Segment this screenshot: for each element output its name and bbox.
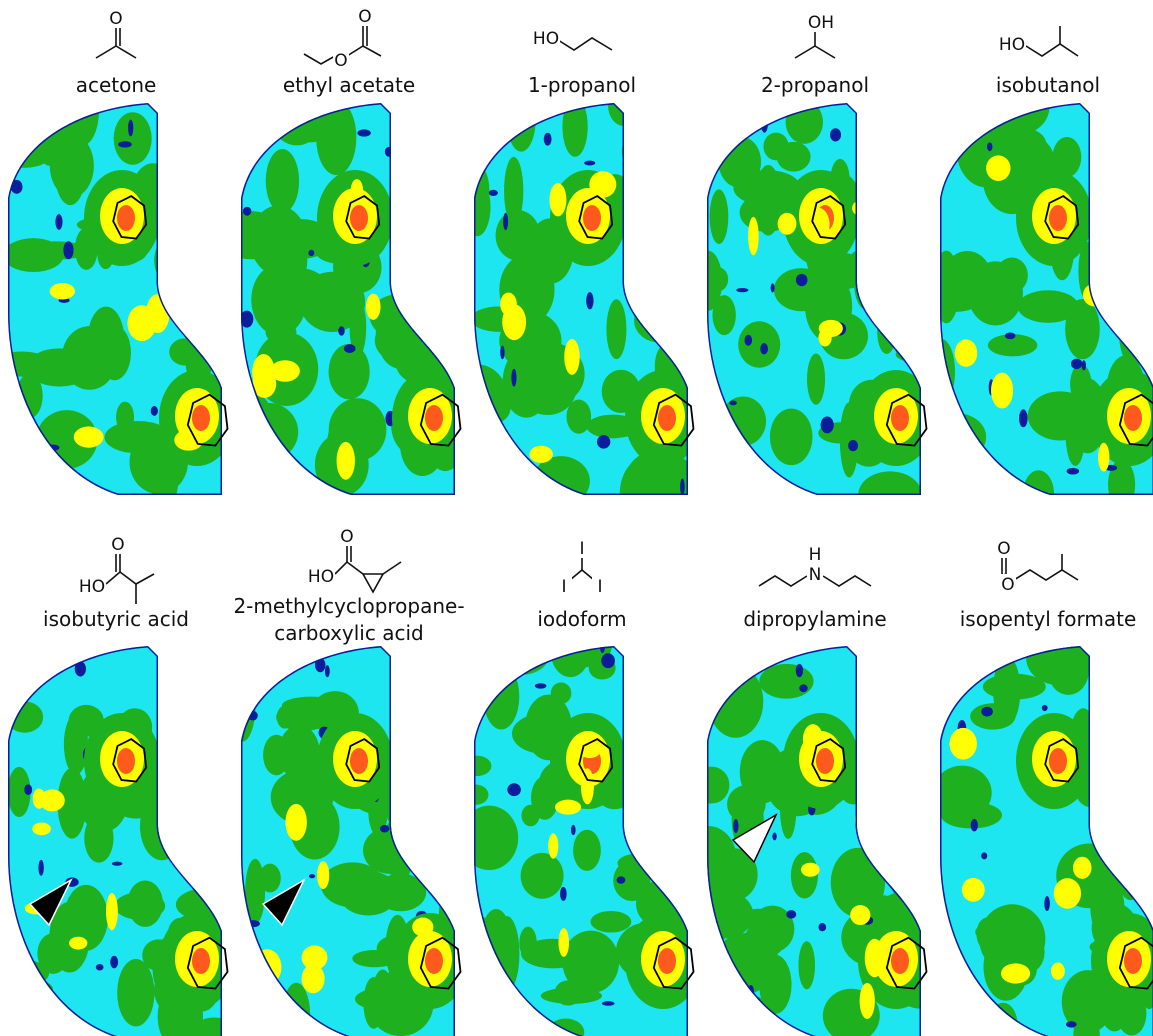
atom-label: O xyxy=(358,7,371,27)
compound-name: 1-propanol xyxy=(528,73,636,97)
panel: HO isobutanol xyxy=(921,26,1153,518)
activity-map xyxy=(0,636,243,1036)
page: {"panels": [ {"name": ["acetone"], "atom… xyxy=(0,0,1153,1036)
activity-map xyxy=(921,79,1153,518)
activity-map xyxy=(693,100,945,518)
bond xyxy=(363,574,383,592)
figure: OacetoneOOethyl acetateHO1-propanolOH2-p… xyxy=(0,0,1153,1036)
compound-name: isobutyric acid xyxy=(43,607,189,631)
activity-map xyxy=(219,79,477,517)
atom-label: N xyxy=(809,565,822,585)
activity-map xyxy=(680,628,940,1036)
panel: O HO isobutyric acid xyxy=(0,534,243,1036)
atom-label: HO xyxy=(308,567,334,587)
bond xyxy=(795,46,835,58)
compound-name: 2-propanol xyxy=(761,73,869,97)
compound-name: dipropylamine xyxy=(743,607,886,631)
atom-label: HO xyxy=(533,29,559,49)
compound-name: iodoform xyxy=(537,607,626,631)
compound-name: isopentyl formate xyxy=(960,607,1137,631)
bond xyxy=(823,576,871,586)
activity-map xyxy=(444,85,703,531)
atom-label: H xyxy=(809,545,822,565)
bond xyxy=(347,46,381,56)
activity-map xyxy=(229,635,476,1036)
panel: OH 2-propanol xyxy=(693,12,945,518)
bond xyxy=(106,572,154,584)
bond xyxy=(759,576,807,586)
bond xyxy=(1014,570,1078,580)
panel: HO 1-propanol xyxy=(444,28,703,531)
compound-name: carboxylic acid xyxy=(274,621,423,645)
atom-label: I xyxy=(561,577,566,597)
atom-label: O xyxy=(109,9,122,29)
atom-label: O xyxy=(111,535,124,555)
activity-map xyxy=(930,631,1153,1036)
bond xyxy=(304,54,335,64)
compound-name: 2-methylcyclopropane- xyxy=(233,594,464,618)
bond xyxy=(1026,44,1078,56)
compound-name: acetone xyxy=(76,73,157,97)
bond xyxy=(558,38,612,50)
atom-label: O xyxy=(997,539,1010,559)
atom-label: HO xyxy=(999,35,1025,55)
bond xyxy=(383,562,401,574)
bond xyxy=(96,46,136,58)
atom-label: O xyxy=(340,527,353,547)
atom-label: OH xyxy=(808,13,834,33)
activity-map xyxy=(0,73,235,507)
atom-label: HO xyxy=(79,577,105,597)
atom-label: I xyxy=(597,577,602,597)
compound-name: isobutanol xyxy=(996,73,1100,97)
atom-label: I xyxy=(579,539,584,559)
atom-label: O xyxy=(334,51,347,71)
bond xyxy=(335,562,363,574)
atom-label: O xyxy=(1001,575,1014,595)
compound-name: ethyl acetate xyxy=(283,73,415,97)
panel: O HO 2-methylcyclopropane-carboxylic acid xyxy=(229,526,476,1036)
activity-map xyxy=(448,615,701,1036)
